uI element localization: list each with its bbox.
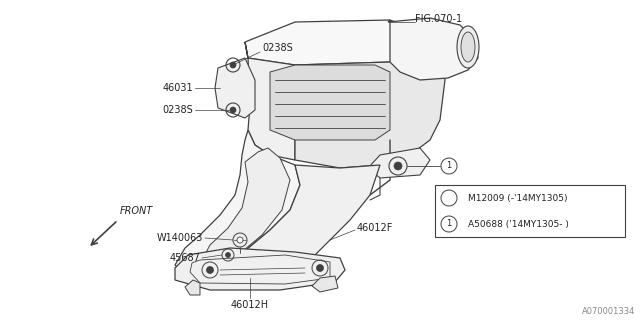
Text: 46012F: 46012F — [357, 223, 394, 233]
Polygon shape — [202, 148, 290, 268]
Circle shape — [441, 158, 457, 174]
Text: 45687: 45687 — [169, 253, 200, 263]
Polygon shape — [312, 276, 338, 292]
Circle shape — [441, 216, 457, 232]
Polygon shape — [368, 148, 430, 178]
Circle shape — [230, 107, 236, 113]
Text: 1: 1 — [446, 220, 452, 228]
Text: 1: 1 — [446, 162, 452, 171]
Text: A070001334: A070001334 — [582, 307, 635, 316]
Polygon shape — [240, 165, 380, 278]
Text: M12009 (-'14MY1305): M12009 (-'14MY1305) — [468, 194, 568, 203]
Ellipse shape — [457, 26, 479, 68]
Circle shape — [441, 190, 457, 206]
Polygon shape — [175, 130, 300, 278]
Polygon shape — [245, 20, 440, 65]
Polygon shape — [295, 52, 445, 168]
Circle shape — [237, 237, 243, 243]
Polygon shape — [245, 42, 295, 160]
Text: 46031: 46031 — [163, 83, 193, 93]
Polygon shape — [270, 65, 390, 140]
Circle shape — [230, 62, 236, 68]
Polygon shape — [388, 18, 478, 80]
Polygon shape — [215, 58, 255, 118]
Bar — [435, 185, 625, 237]
Ellipse shape — [461, 32, 475, 62]
Text: 0238S: 0238S — [163, 105, 193, 115]
Text: FRONT: FRONT — [120, 206, 153, 216]
Polygon shape — [185, 280, 200, 295]
Text: 46012H: 46012H — [231, 300, 269, 310]
Text: FIG.070-1: FIG.070-1 — [415, 14, 462, 24]
Text: 0238S: 0238S — [262, 43, 292, 53]
Text: W140063: W140063 — [157, 233, 203, 243]
Polygon shape — [175, 248, 345, 290]
Circle shape — [394, 162, 402, 170]
Circle shape — [225, 252, 230, 258]
Text: A50688 ('14MY1305- ): A50688 ('14MY1305- ) — [468, 220, 569, 228]
Circle shape — [317, 265, 323, 271]
Circle shape — [207, 267, 214, 274]
